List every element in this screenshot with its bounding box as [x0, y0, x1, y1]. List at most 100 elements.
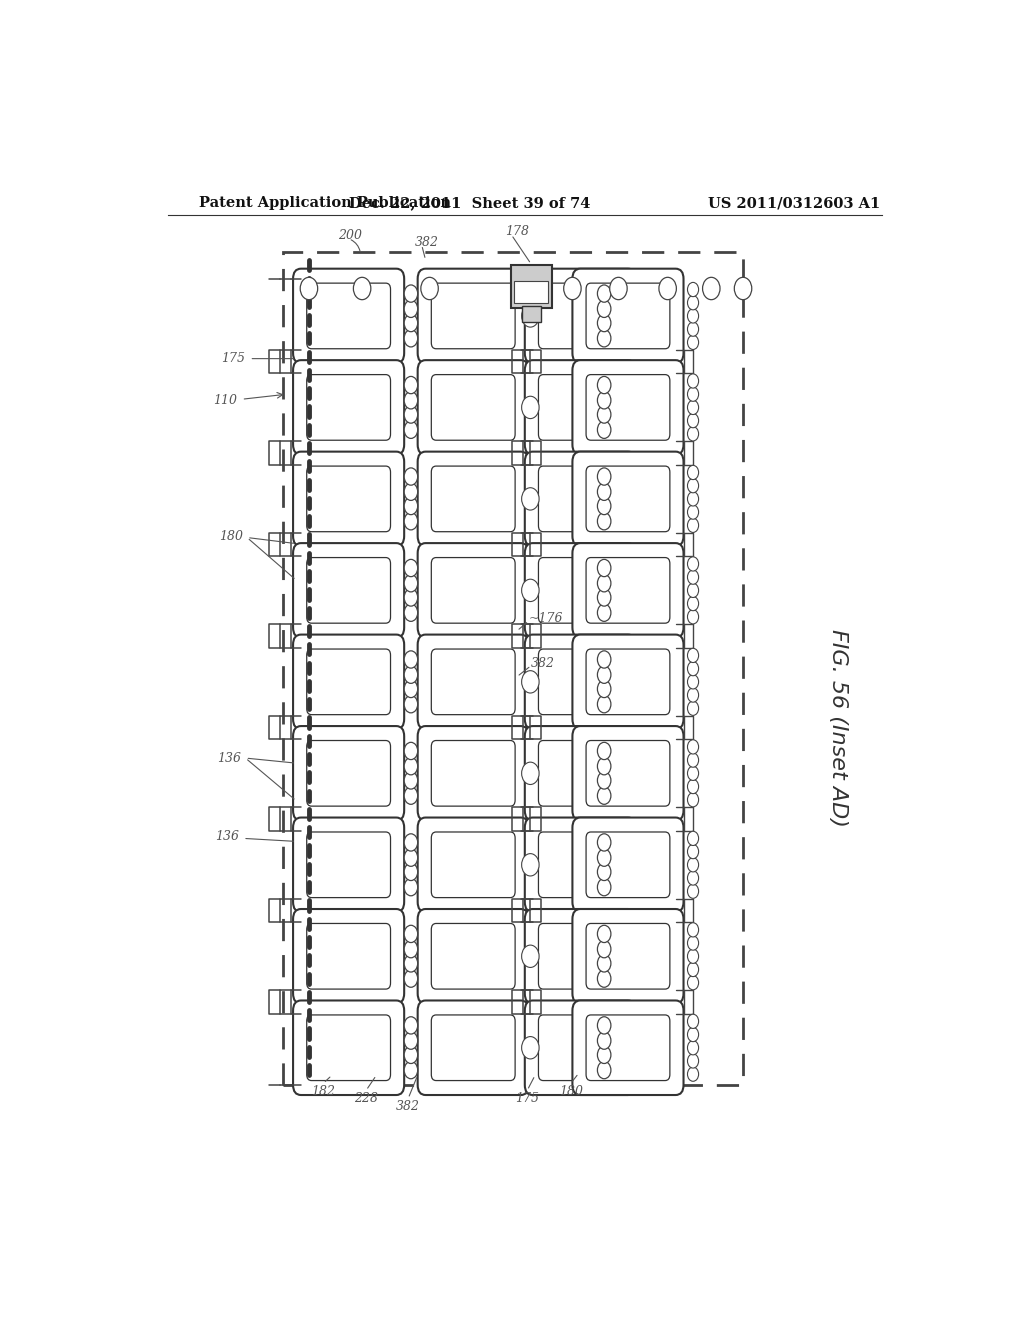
- Circle shape: [521, 305, 539, 327]
- Circle shape: [687, 648, 698, 663]
- Bar: [521, 306, 541, 322]
- FancyBboxPatch shape: [307, 557, 390, 623]
- Text: 110: 110: [214, 393, 238, 407]
- Circle shape: [597, 879, 611, 896]
- FancyBboxPatch shape: [293, 817, 404, 912]
- FancyBboxPatch shape: [572, 635, 684, 729]
- FancyBboxPatch shape: [572, 1001, 684, 1096]
- FancyBboxPatch shape: [524, 909, 636, 1003]
- FancyBboxPatch shape: [418, 269, 528, 363]
- FancyBboxPatch shape: [307, 741, 390, 807]
- Circle shape: [597, 742, 611, 759]
- Circle shape: [597, 970, 611, 987]
- Circle shape: [658, 277, 677, 300]
- Circle shape: [687, 282, 698, 297]
- Circle shape: [687, 413, 698, 428]
- Circle shape: [687, 583, 698, 598]
- Circle shape: [687, 779, 698, 793]
- Circle shape: [404, 742, 418, 759]
- Circle shape: [597, 925, 611, 942]
- Circle shape: [404, 849, 418, 866]
- Circle shape: [404, 574, 418, 591]
- Circle shape: [404, 589, 418, 606]
- Circle shape: [404, 392, 418, 409]
- FancyBboxPatch shape: [307, 924, 390, 989]
- Circle shape: [404, 954, 418, 972]
- FancyBboxPatch shape: [418, 360, 528, 454]
- FancyBboxPatch shape: [539, 1015, 623, 1081]
- FancyBboxPatch shape: [293, 909, 404, 1003]
- FancyBboxPatch shape: [524, 451, 636, 546]
- Circle shape: [563, 277, 582, 300]
- Circle shape: [597, 772, 611, 789]
- Circle shape: [687, 1040, 698, 1055]
- FancyBboxPatch shape: [572, 726, 684, 821]
- Circle shape: [597, 1047, 611, 1064]
- FancyBboxPatch shape: [431, 466, 515, 532]
- Circle shape: [687, 661, 698, 676]
- Circle shape: [687, 519, 698, 532]
- Circle shape: [687, 962, 698, 977]
- FancyBboxPatch shape: [524, 635, 636, 729]
- Circle shape: [687, 923, 698, 937]
- Circle shape: [521, 277, 539, 300]
- Circle shape: [597, 405, 611, 424]
- FancyBboxPatch shape: [586, 1015, 670, 1081]
- Circle shape: [521, 396, 539, 418]
- FancyBboxPatch shape: [586, 649, 670, 714]
- Circle shape: [687, 387, 698, 401]
- FancyBboxPatch shape: [524, 543, 636, 638]
- Circle shape: [609, 277, 627, 300]
- Circle shape: [687, 832, 698, 846]
- Circle shape: [404, 1061, 418, 1078]
- Circle shape: [300, 277, 317, 300]
- Circle shape: [687, 322, 698, 337]
- Circle shape: [521, 945, 539, 968]
- Circle shape: [597, 574, 611, 591]
- Circle shape: [404, 696, 418, 713]
- Circle shape: [404, 941, 418, 958]
- Circle shape: [404, 680, 418, 697]
- Circle shape: [687, 296, 698, 310]
- Text: ~176: ~176: [528, 612, 563, 626]
- Circle shape: [597, 1032, 611, 1049]
- FancyBboxPatch shape: [586, 741, 670, 807]
- FancyBboxPatch shape: [431, 282, 515, 348]
- FancyBboxPatch shape: [307, 282, 390, 348]
- Circle shape: [597, 667, 611, 684]
- Circle shape: [687, 884, 698, 899]
- Text: 180: 180: [219, 531, 243, 543]
- Circle shape: [404, 300, 418, 318]
- Circle shape: [353, 277, 371, 300]
- Circle shape: [404, 560, 418, 577]
- Text: 200: 200: [338, 230, 362, 242]
- FancyBboxPatch shape: [418, 1001, 528, 1096]
- FancyBboxPatch shape: [586, 375, 670, 441]
- Circle shape: [687, 858, 698, 873]
- Circle shape: [687, 1053, 698, 1068]
- Circle shape: [687, 675, 698, 689]
- Circle shape: [687, 479, 698, 492]
- Circle shape: [734, 277, 752, 300]
- FancyBboxPatch shape: [293, 269, 404, 363]
- Circle shape: [687, 506, 698, 519]
- FancyBboxPatch shape: [307, 832, 390, 898]
- Bar: [283, 252, 743, 1085]
- Bar: [511, 265, 552, 308]
- FancyBboxPatch shape: [418, 543, 528, 638]
- Circle shape: [597, 849, 611, 866]
- Circle shape: [404, 405, 418, 424]
- FancyBboxPatch shape: [539, 832, 623, 898]
- Circle shape: [597, 605, 611, 622]
- Circle shape: [687, 936, 698, 950]
- Circle shape: [421, 277, 438, 300]
- FancyBboxPatch shape: [572, 269, 684, 363]
- Circle shape: [404, 772, 418, 789]
- Circle shape: [687, 739, 698, 754]
- Circle shape: [404, 314, 418, 331]
- Text: 180: 180: [559, 1085, 583, 1098]
- Text: 175: 175: [221, 352, 246, 366]
- FancyBboxPatch shape: [293, 451, 404, 546]
- FancyBboxPatch shape: [524, 360, 636, 454]
- Circle shape: [521, 854, 539, 876]
